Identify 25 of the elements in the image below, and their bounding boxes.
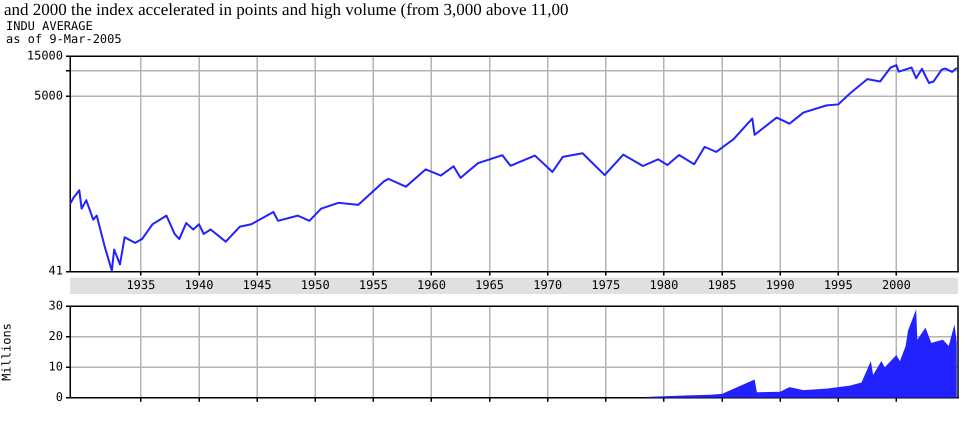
x-tick-label: 1975	[591, 278, 620, 292]
x-tick-label: 1935	[126, 278, 156, 292]
y-tick-label: 30	[48, 298, 63, 312]
chart-title: INDU AVERAGE	[5, 19, 94, 33]
x-tick-label: 2000	[882, 278, 911, 292]
x-tick-label: 1940	[184, 278, 214, 292]
x-tick-label: 1955	[358, 278, 388, 292]
x-tick-label: 1980	[649, 278, 678, 292]
x-tick-label: 1950	[300, 278, 330, 292]
x-tick-label: 1965	[475, 278, 504, 292]
y-tick-label: 41	[48, 264, 63, 278]
text: and 2000 the index accelerated in points and high volume (from 3,000 above 11,00	[3, 0, 570, 20]
x-tick-label: 1960	[417, 278, 446, 292]
y-tick-label: 20	[48, 328, 63, 343]
y-tick-label: 15000	[26, 48, 63, 62]
y-tick-label: 0	[56, 390, 63, 404]
x-tick-label: 1970	[533, 278, 562, 292]
x-tick-label: 1985	[708, 278, 737, 292]
y-tick-label: 10	[48, 359, 63, 374]
y-axis-title: Millions	[0, 323, 14, 381]
x-tick-label: 1990	[766, 278, 795, 292]
x-tick-label: 1995	[824, 278, 853, 292]
x-tick-label: 1945	[242, 278, 272, 292]
chart-subtitle: as of 9-Mar-2005	[5, 32, 123, 46]
y-tick-label: 5000	[34, 88, 63, 102]
